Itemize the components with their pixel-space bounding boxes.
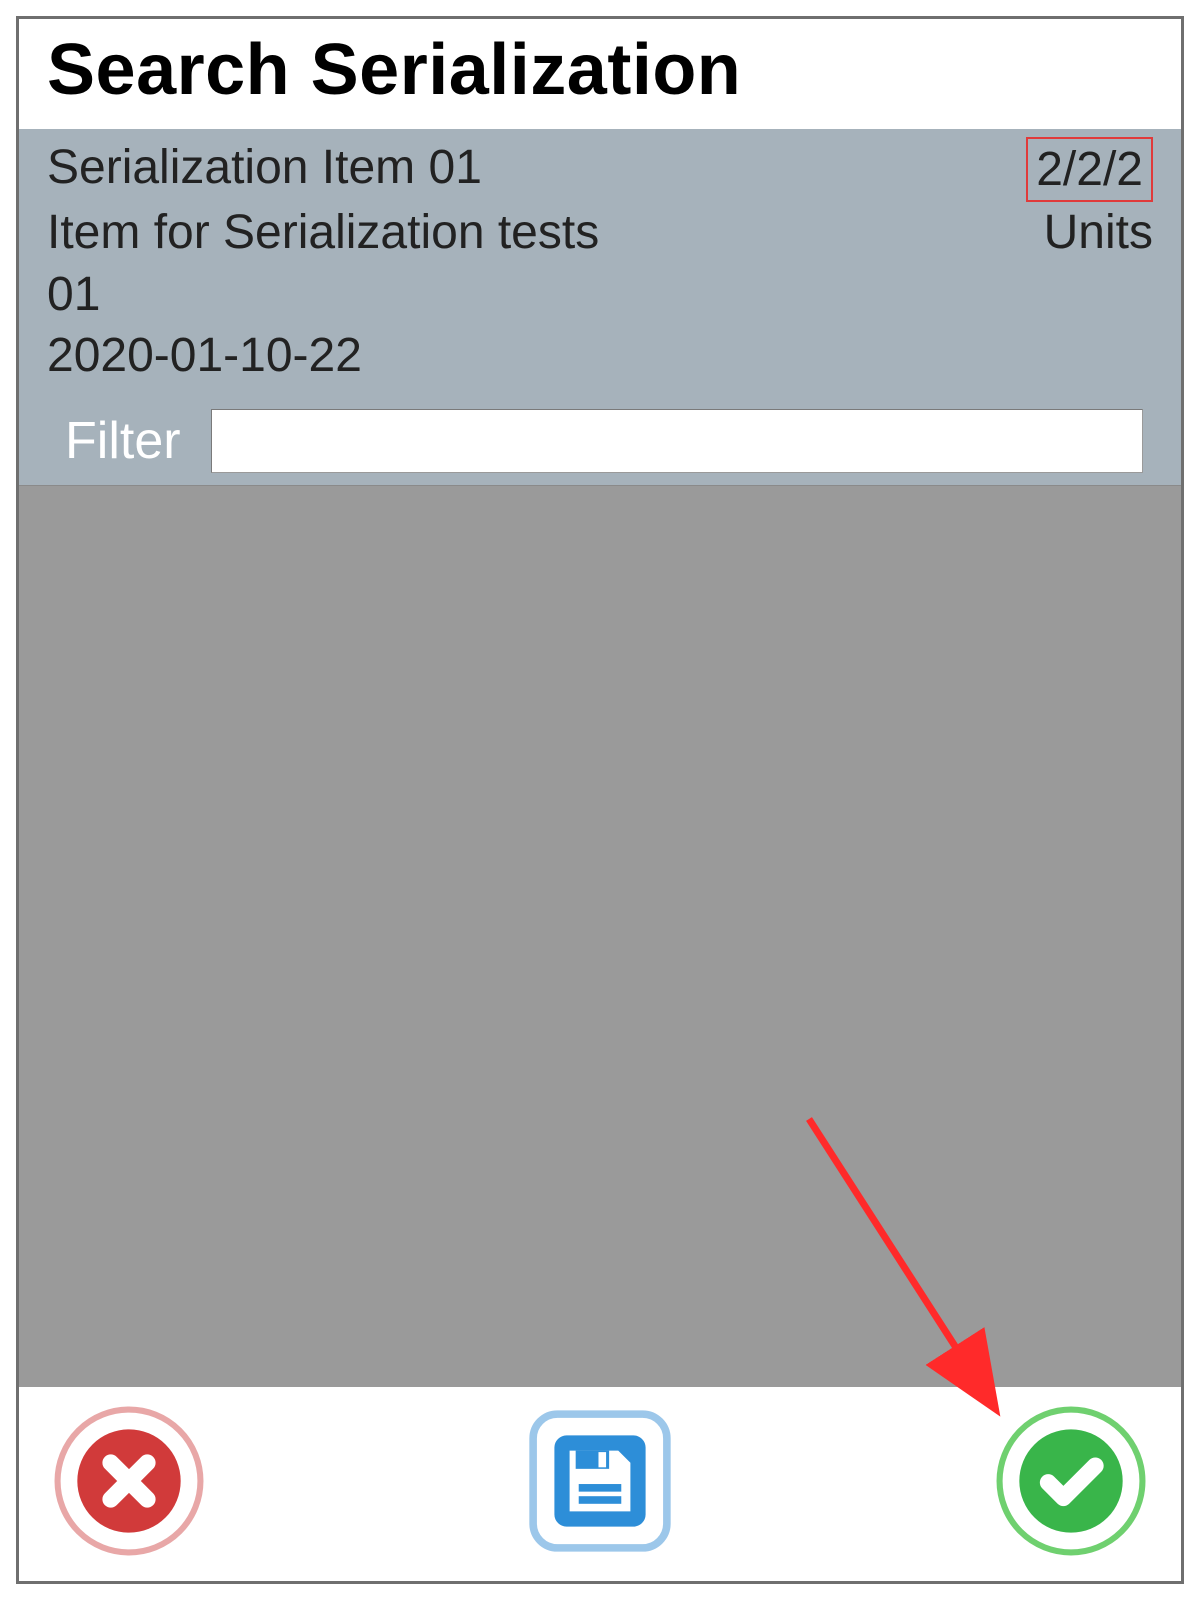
page-title: Search Serialization	[47, 29, 1153, 111]
app-frame: Search Serialization Serialization Item …	[16, 16, 1184, 1584]
item-name: Serialization Item 01	[47, 137, 482, 198]
item-count-badge: 2/2/2	[1026, 137, 1153, 202]
item-description: Item for Serialization tests	[47, 202, 599, 263]
item-info-block: Serialization Item 01 2/2/2 Item for Ser…	[19, 129, 1181, 485]
item-batch: 2020-01-10-22	[47, 325, 362, 386]
cancel-button[interactable]	[53, 1405, 205, 1557]
item-code: 01	[47, 264, 100, 325]
floppy-icon	[524, 1405, 676, 1557]
confirm-button[interactable]	[995, 1405, 1147, 1557]
filter-label: Filter	[65, 411, 181, 471]
title-bar: Search Serialization	[19, 19, 1181, 129]
close-icon	[53, 1405, 205, 1557]
filter-input[interactable]	[211, 409, 1143, 473]
item-uom: Units	[1044, 202, 1153, 263]
check-icon	[995, 1405, 1147, 1557]
filter-row: Filter	[47, 409, 1153, 473]
footer-toolbar	[19, 1387, 1181, 1581]
results-list[interactable]	[19, 485, 1181, 1387]
save-button[interactable]	[524, 1405, 676, 1557]
